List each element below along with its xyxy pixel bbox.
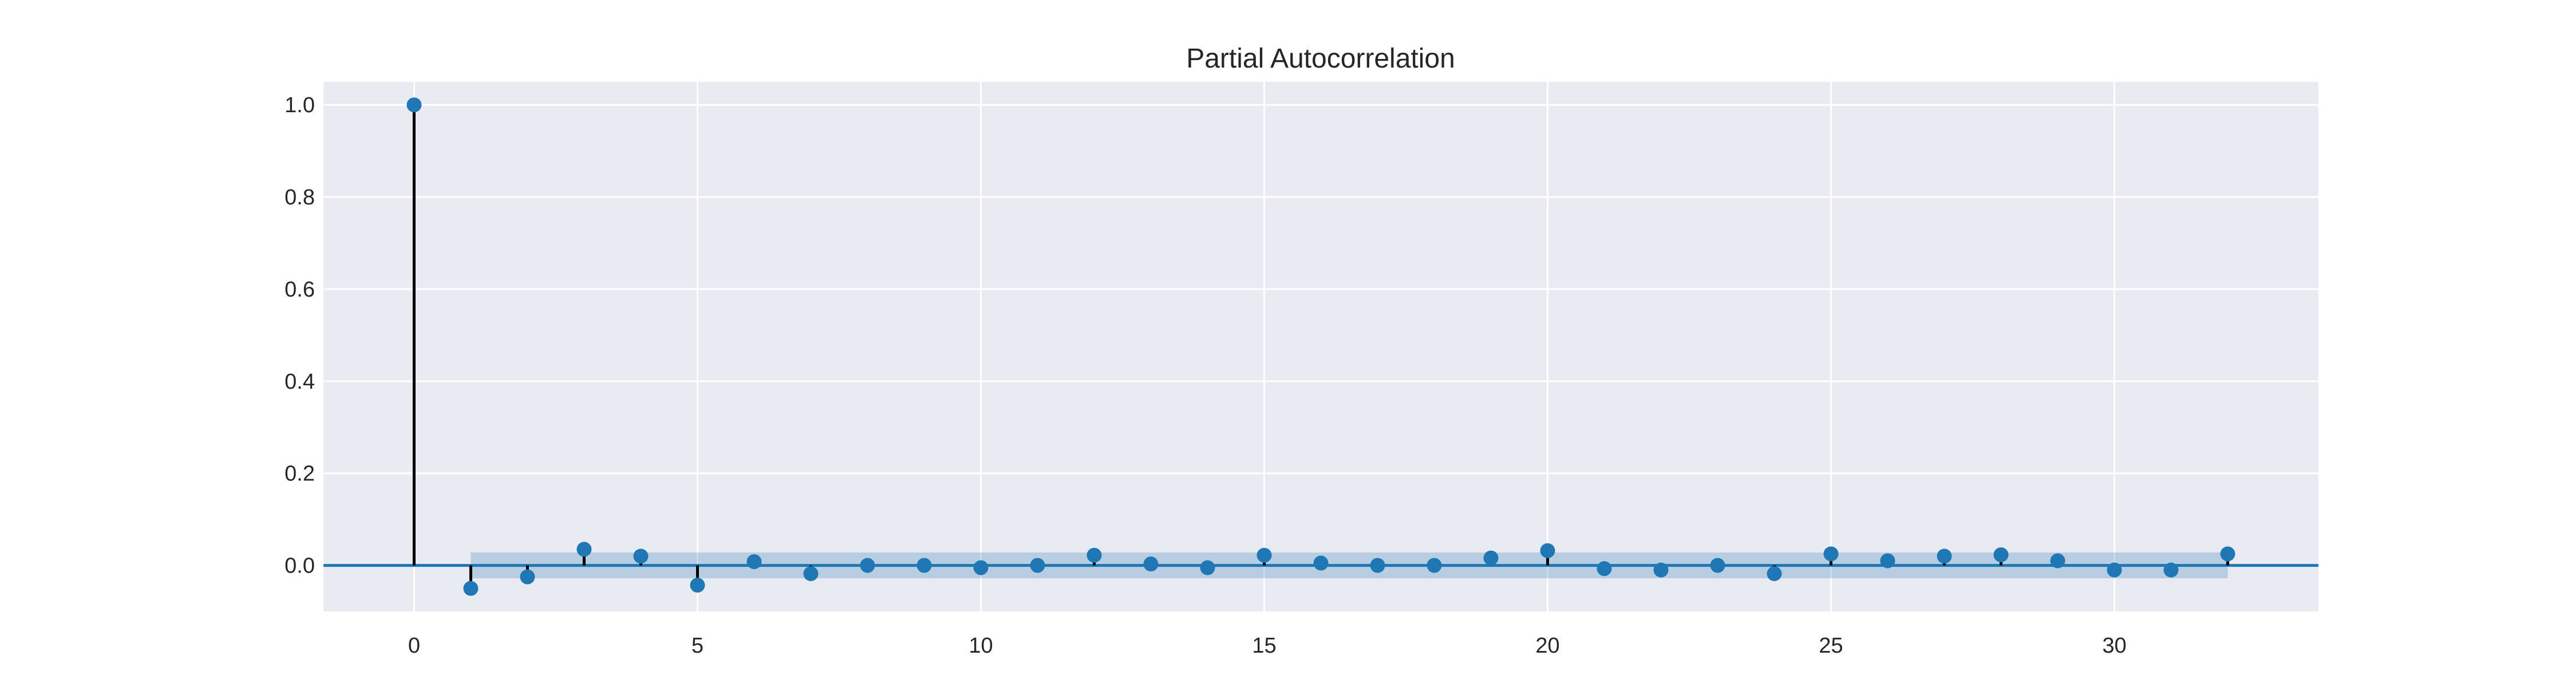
pacf-marker (916, 558, 932, 573)
pacf-marker (1710, 558, 1725, 573)
pacf-marker (973, 560, 989, 575)
grid-lines (323, 82, 2318, 611)
pacf-marker (2050, 553, 2065, 568)
y-tick-label: 0.0 (285, 554, 315, 578)
pacf-marker (1086, 547, 1102, 563)
pacf-marker (1993, 547, 2009, 563)
pacf-marker (633, 548, 649, 564)
pacf-marker (1200, 560, 1215, 575)
y-tick-label: 0.2 (285, 462, 315, 486)
pacf-marker (406, 97, 422, 113)
y-tick-labels: 0.0 0.2 0.4 0.6 0.8 1.0 (285, 93, 315, 578)
pacf-marker (1370, 558, 1385, 573)
pacf-marker (520, 569, 535, 585)
pacf-marker (746, 554, 762, 570)
pacf-marker (2163, 562, 2179, 578)
markers-layer (406, 97, 2235, 596)
x-tick-label: 5 (692, 634, 704, 658)
x-tick-label: 10 (969, 634, 993, 658)
plot-background (323, 82, 2318, 611)
x-tick-label: 20 (1535, 634, 1559, 658)
x-tick-label: 0 (408, 634, 420, 658)
pacf-marker (1767, 566, 1782, 582)
pacf-marker (860, 558, 875, 573)
pacf-marker (463, 581, 479, 596)
y-tick-label: 0.8 (285, 185, 315, 210)
y-tick-label: 0.4 (285, 370, 315, 394)
pacf-marker (1030, 558, 1045, 573)
pacf-marker (690, 578, 705, 593)
pacf-marker (1937, 548, 1952, 564)
pacf-marker (1597, 561, 1612, 577)
y-tick-label: 0.6 (285, 278, 315, 302)
pacf-marker (1313, 555, 1329, 571)
pacf-marker (1427, 558, 1442, 573)
pacf-marker (1880, 553, 1895, 568)
pacf-marker (576, 542, 592, 557)
pacf-marker (1653, 562, 1669, 578)
pacf-marker (1143, 556, 1159, 572)
x-tick-label: 30 (2102, 634, 2126, 658)
y-tick-label: 1.0 (285, 93, 315, 117)
pacf-marker (2220, 546, 2235, 562)
pacf-marker (803, 566, 819, 582)
pacf-marker (1257, 547, 1272, 563)
x-tick-label: 15 (1252, 634, 1276, 658)
chart-title: Partial Autocorrelation (1186, 44, 1455, 74)
pacf-marker (1483, 550, 1499, 566)
x-tick-labels: 0 5 10 15 20 25 30 (408, 634, 2127, 658)
pacf-marker (2107, 562, 2122, 578)
x-tick-label: 25 (1819, 634, 1843, 658)
pacf-marker (1823, 546, 1839, 562)
pacf-marker (1540, 543, 1555, 558)
